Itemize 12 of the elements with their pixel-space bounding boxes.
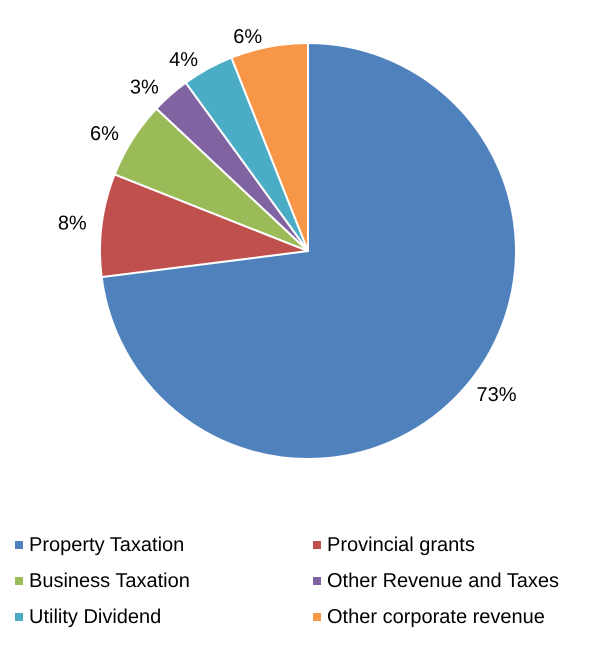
data-label: 3% — [130, 76, 160, 98]
data-label: 6% — [233, 26, 262, 48]
data-label: 6% — [90, 123, 120, 146]
legend-label: Business Taxation — [29, 570, 190, 592]
legend-label: Other corporate revenue — [327, 606, 545, 628]
data-label: 73% — [476, 384, 517, 406]
legend-label: Provincial grants — [327, 534, 475, 556]
legend-label: Other Revenue and Taxes — [327, 570, 560, 592]
data-label: 8% — [58, 212, 87, 235]
data-label: 4% — [169, 48, 198, 71]
legend-label: Property Taxation — [29, 534, 184, 556]
legend-label: Utility Dividend — [29, 606, 162, 628]
